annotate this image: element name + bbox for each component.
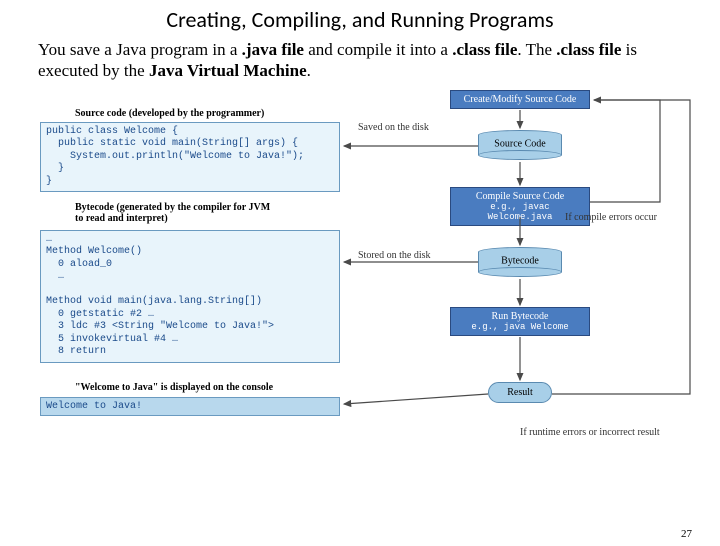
code-source: public class Welcome { public static voi… — [40, 122, 340, 193]
page-title: Creating, Compiling, and Running Program… — [0, 6, 720, 33]
node-bytecode: Bytecode — [478, 247, 562, 277]
anno-compile-err: If compile errors occur — [565, 212, 657, 223]
node-source-code: Source Code — [478, 130, 562, 160]
node-result: Result — [488, 382, 552, 403]
anno-saved: Saved on the disk — [358, 122, 429, 133]
flowchart: Create/Modify Source Code Source Code Co… — [0, 82, 720, 522]
caption-console: "Welcome to Java" is displayed on the co… — [75, 382, 273, 393]
node-create: Create/Modify Source Code — [450, 90, 590, 109]
node-run: Run Bytecode e.g., e.g., java Welcomejav… — [450, 307, 590, 336]
console-output: Welcome to Java! — [40, 397, 340, 416]
code-bytecode: … Method Welcome() 0 aload_0 … Method vo… — [40, 230, 340, 363]
caption-bytecode: Bytecode (generated by the compiler for … — [75, 202, 270, 224]
page-number: 27 — [681, 528, 692, 540]
caption-source: Source code (developed by the programmer… — [75, 108, 264, 119]
anno-stored: Stored on the disk — [358, 250, 431, 261]
intro-text: You save a Java program in a .java file … — [38, 39, 682, 82]
anno-runtime-err: If runtime errors or incorrect result — [520, 427, 660, 438]
